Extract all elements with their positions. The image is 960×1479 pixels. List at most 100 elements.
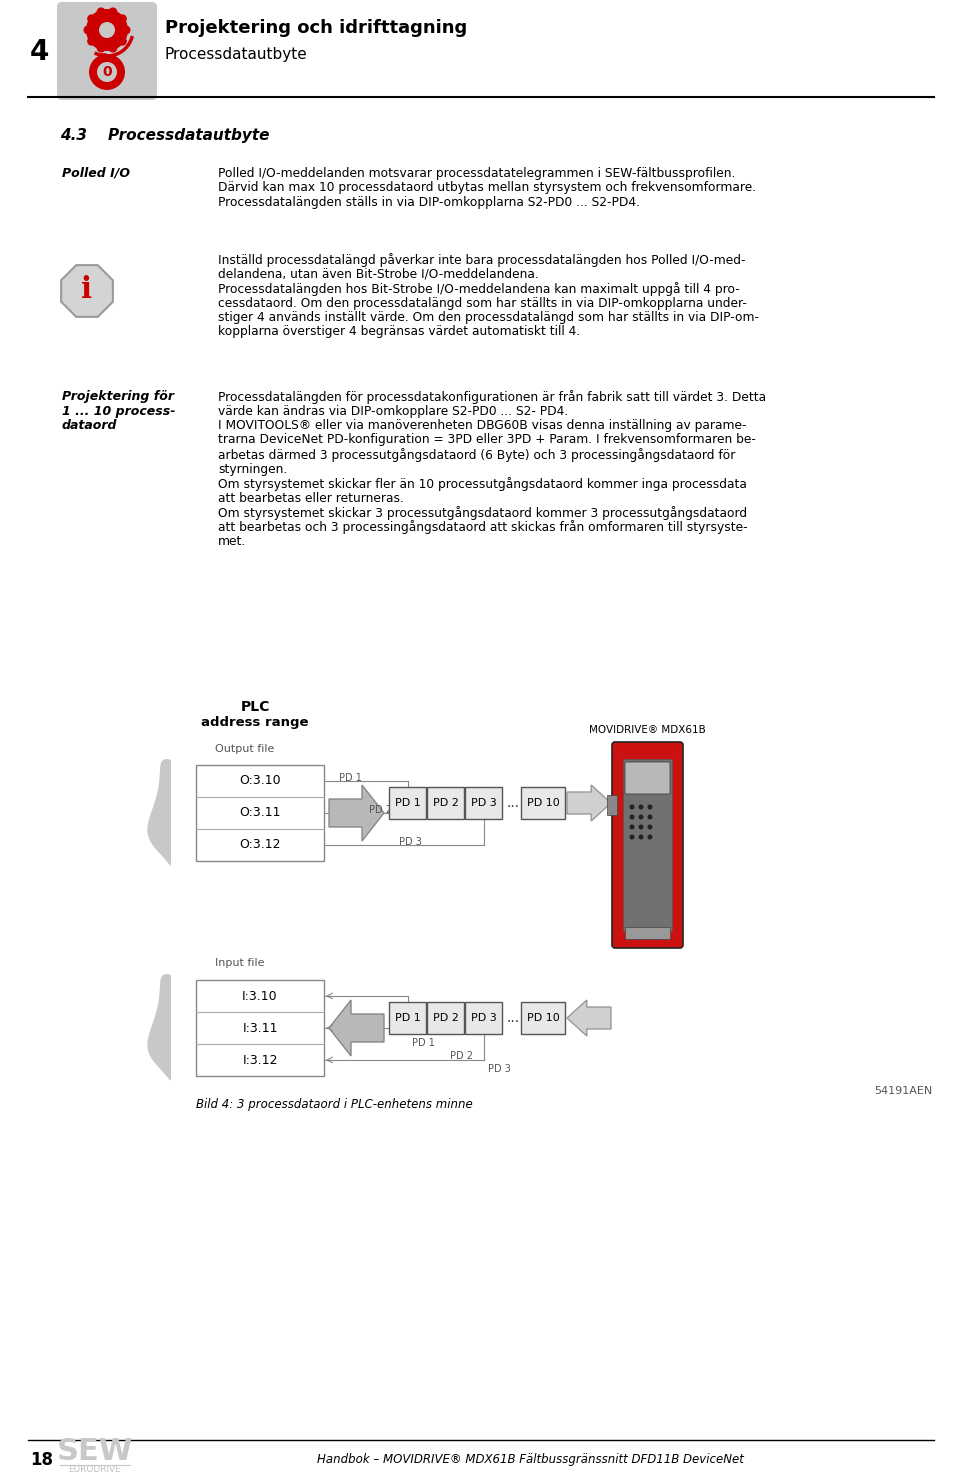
Text: Input file: Input file [215,958,265,967]
Polygon shape [61,265,113,317]
Text: SEW: SEW [57,1438,133,1467]
FancyBboxPatch shape [521,787,565,819]
Text: PD 10: PD 10 [527,799,560,808]
Circle shape [97,62,117,81]
Text: PD 1: PD 1 [339,774,362,782]
Circle shape [630,834,635,840]
Text: Därvid kan max 10 processdataord utbytas mellan styrsystem och frekvensomformare: Därvid kan max 10 processdataord utbytas… [218,182,756,195]
Text: i: i [82,275,92,303]
Circle shape [118,15,127,24]
Text: värde kan ändras via DIP-omkopplare S2-PD0 ... S2- PD4.: värde kan ändras via DIP-omkopplare S2-P… [218,404,568,417]
Circle shape [638,815,643,819]
Circle shape [638,834,643,840]
Text: delandena, utan även Bit-Strobe I/O-meddelandena.: delandena, utan även Bit-Strobe I/O-medd… [218,268,539,281]
Text: Projektering för: Projektering för [62,390,174,402]
Text: trarna DeviceNet PD-konfiguration = 3PD eller 3PD + Param. I frekvensomformaren : trarna DeviceNet PD-konfiguration = 3PD … [218,433,756,447]
Text: PD 3: PD 3 [489,1063,512,1074]
Circle shape [647,805,653,809]
Text: O:3.11: O:3.11 [239,806,280,819]
Text: Handbok – MOVIDRIVE® MDX61B Fältbussgränssnitt DFD11B DeviceNet: Handbok – MOVIDRIVE® MDX61B Fältbussgrän… [317,1454,743,1467]
FancyBboxPatch shape [465,787,502,819]
Text: PD 3: PD 3 [399,837,421,847]
Text: PD 2: PD 2 [433,1013,459,1023]
Text: Output file: Output file [215,744,275,754]
Text: met.: met. [218,535,247,549]
Text: PD 10: PD 10 [527,1013,560,1023]
FancyBboxPatch shape [623,759,672,930]
FancyBboxPatch shape [196,765,324,861]
FancyBboxPatch shape [57,1,157,101]
Circle shape [97,43,106,53]
Text: kopplarna överstiger 4 begränsas värdet automatiskt till 4.: kopplarna överstiger 4 begränsas värdet … [218,325,580,339]
Text: 4: 4 [30,38,49,67]
FancyBboxPatch shape [625,762,670,794]
Text: Processdatalängden för processdatakonfigurationen är från fabrik satt till värde: Processdatalängden för processdatakonfig… [218,390,766,404]
Circle shape [118,37,127,46]
Circle shape [108,43,117,53]
Polygon shape [329,1000,384,1056]
Text: PD 3: PD 3 [470,799,496,808]
Text: Om styrsystemet skickar fler än 10 processutgångsdataord kommer inga processdata: Om styrsystemet skickar fler än 10 proce… [218,478,747,491]
Text: I MOVITOOLS® eller via manöverenheten DBG60B visas denna inställning av parame-: I MOVITOOLS® eller via manöverenheten DB… [218,419,747,432]
FancyBboxPatch shape [427,1001,464,1034]
Text: Polled I/O: Polled I/O [62,167,130,180]
Text: PD 2: PD 2 [450,1052,473,1060]
Circle shape [89,55,125,90]
Text: PD 1: PD 1 [395,799,420,808]
Text: 4.3    Processdatautbyte: 4.3 Processdatautbyte [60,129,270,143]
Text: 1 ... 10 process-: 1 ... 10 process- [62,404,176,417]
Circle shape [97,7,106,16]
Circle shape [99,22,115,38]
Text: Processdatalängden ställs in via DIP-omkopplarna S2-PD0 ... S2-PD4.: Processdatalängden ställs in via DIP-omk… [218,197,640,209]
Text: PD 1: PD 1 [413,1038,436,1049]
Text: Inställd processdatalängd påverkar inte bara processdatalängden hos Polled I/O-m: Inställd processdatalängd påverkar inte … [218,253,746,268]
Polygon shape [147,759,171,867]
Circle shape [647,824,653,830]
Text: 54191AEN: 54191AEN [874,1086,932,1096]
Text: dataord: dataord [62,419,117,432]
Text: Processdatautbyte: Processdatautbyte [165,47,308,62]
Text: Polled I/O-meddelanden motsvarar processdatatelegrammen i SEW-fältbussprofilen.: Polled I/O-meddelanden motsvarar process… [218,167,735,180]
Text: O:3.10: O:3.10 [239,775,281,787]
Text: att bearbetas eller returneras.: att bearbetas eller returneras. [218,491,404,504]
FancyBboxPatch shape [607,796,617,815]
Circle shape [647,834,653,840]
FancyBboxPatch shape [612,742,683,948]
Circle shape [122,25,131,34]
Text: PD 2: PD 2 [369,805,392,815]
FancyBboxPatch shape [625,927,670,939]
Text: PD 1: PD 1 [395,1013,420,1023]
Text: Processdatalängden hos Bit-Strobe I/O-meddelandena kan maximalt uppgå till 4 pro: Processdatalängden hos Bit-Strobe I/O-me… [218,282,740,296]
Circle shape [87,15,96,24]
Circle shape [647,815,653,819]
Text: I:3.11: I:3.11 [242,1022,277,1034]
Circle shape [630,824,635,830]
Text: 18: 18 [30,1451,53,1469]
FancyBboxPatch shape [196,981,324,1077]
Circle shape [84,25,92,34]
Text: att bearbetas och 3 processingångsdataord att skickas från omformaren till styrs: att bearbetas och 3 processingångsdataor… [218,521,748,534]
FancyBboxPatch shape [521,1001,565,1034]
Text: ...: ... [507,796,520,810]
Polygon shape [567,785,611,821]
Text: Om styrsystemet skickar 3 processutgångsdataord kommer 3 processutgångsdataord: Om styrsystemet skickar 3 processutgångs… [218,506,747,521]
Text: O:3.12: O:3.12 [239,839,280,852]
Text: cessdataord. Om den processdatalängd som har ställts in via DIP-omkopplarna unde: cessdataord. Om den processdatalängd som… [218,296,747,309]
Text: EURODRIVE: EURODRIVE [68,1466,121,1475]
Text: ...: ... [507,1012,520,1025]
Text: arbetas därmed 3 processutgångsdataord (6 Byte) och 3 processingångsdataord för: arbetas därmed 3 processutgångsdataord (… [218,448,735,461]
Text: I:3.10: I:3.10 [242,989,277,1003]
Circle shape [638,805,643,809]
Circle shape [638,824,643,830]
Text: PD 3: PD 3 [470,1013,496,1023]
Circle shape [630,815,635,819]
Polygon shape [147,975,171,1081]
Text: styrningen.: styrningen. [218,463,287,476]
Text: I:3.12: I:3.12 [242,1053,277,1066]
Polygon shape [329,785,384,842]
Polygon shape [567,1000,611,1035]
Text: MOVIDRIVE® MDX61B: MOVIDRIVE® MDX61B [589,725,706,735]
Circle shape [86,9,128,50]
FancyBboxPatch shape [389,787,426,819]
Text: Projektering och idrifttagning: Projektering och idrifttagning [165,19,468,37]
